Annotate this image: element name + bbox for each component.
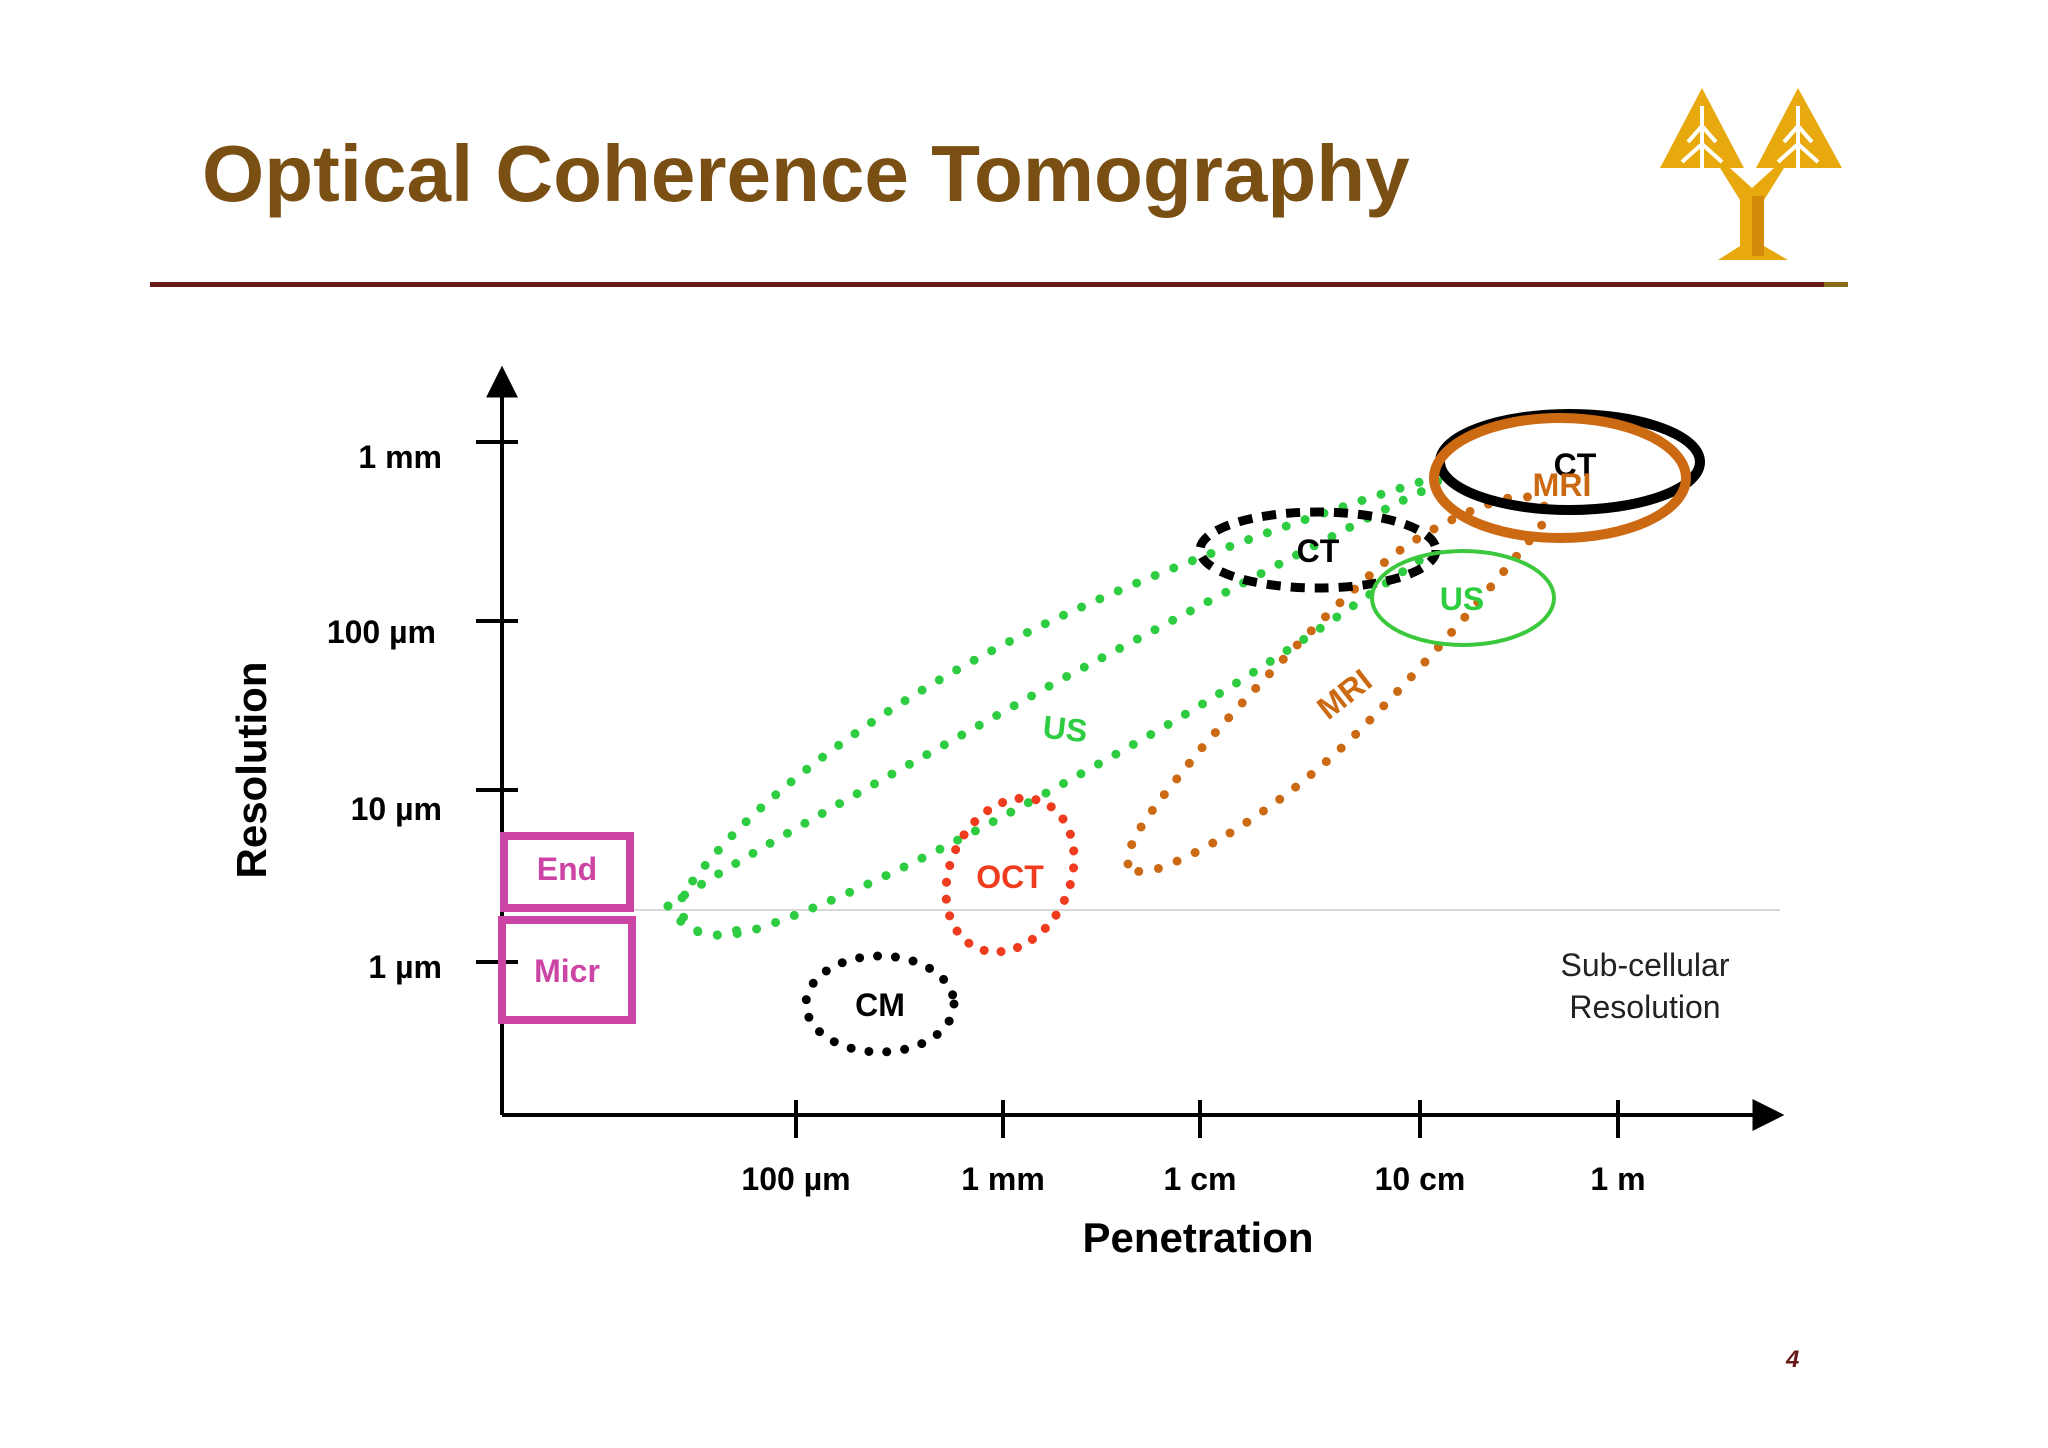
microscopy-box-label: Micr <box>534 953 600 989</box>
y-tick-label: 1 µm <box>368 949 442 985</box>
y-tick-label: 1 mm <box>358 439 442 475</box>
y-axis-title: Resolution <box>228 662 275 879</box>
region-mri-solid <box>1429 413 1691 543</box>
region-us-dotted <box>663 474 1442 940</box>
x-tick-label: 1 mm <box>961 1161 1045 1197</box>
region-label-us: US <box>1440 581 1484 617</box>
region-label-mri: MRI <box>1533 467 1592 503</box>
x-tick-label: 100 µm <box>741 1161 850 1197</box>
subcellular-label-line2: Resolution <box>1569 989 1720 1025</box>
page-number: 4 <box>1786 1346 1800 1373</box>
title-divider-end <box>1824 282 1848 287</box>
slide-title: Optical Coherence Tomography <box>202 129 1410 218</box>
region-label-us: US <box>1041 709 1089 749</box>
region-ct-dashed <box>1195 507 1441 593</box>
region-us-dotted <box>663 555 1425 940</box>
y-ticks: 1 µm 10 µm 100 µm 1 mm <box>327 439 518 985</box>
region-cm-dotted <box>801 951 959 1057</box>
subcellular-label-line1: Sub-cellular <box>1561 947 1730 983</box>
x-tick-label: 1 cm <box>1164 1161 1237 1197</box>
microscopy-box <box>498 916 636 1024</box>
region-label-oct: OCT <box>976 859 1044 895</box>
x-tick-label: 10 cm <box>1375 1161 1466 1197</box>
region-us-solid <box>1370 549 1556 647</box>
x-axis-title: Penetration <box>1082 1214 1313 1261</box>
x-ticks: 100 µm 1 mm 1 cm 10 cm 1 m <box>741 1100 1646 1197</box>
y-tick-label: 10 µm <box>351 791 442 827</box>
region-label-ct: CT <box>1297 533 1340 569</box>
region-label-ct: CT <box>1554 447 1597 483</box>
region-oct-dotted <box>941 793 1079 957</box>
x-tick-label: 1 m <box>1590 1161 1645 1197</box>
region-label-cm: CM <box>855 987 905 1023</box>
title-divider <box>150 282 1824 287</box>
y-tick-label: 100 µm <box>327 614 436 650</box>
endoscopy-box-label: End <box>537 851 597 887</box>
endoscopy-box <box>500 832 634 912</box>
twin-tree-logo-icon <box>1660 88 1842 260</box>
